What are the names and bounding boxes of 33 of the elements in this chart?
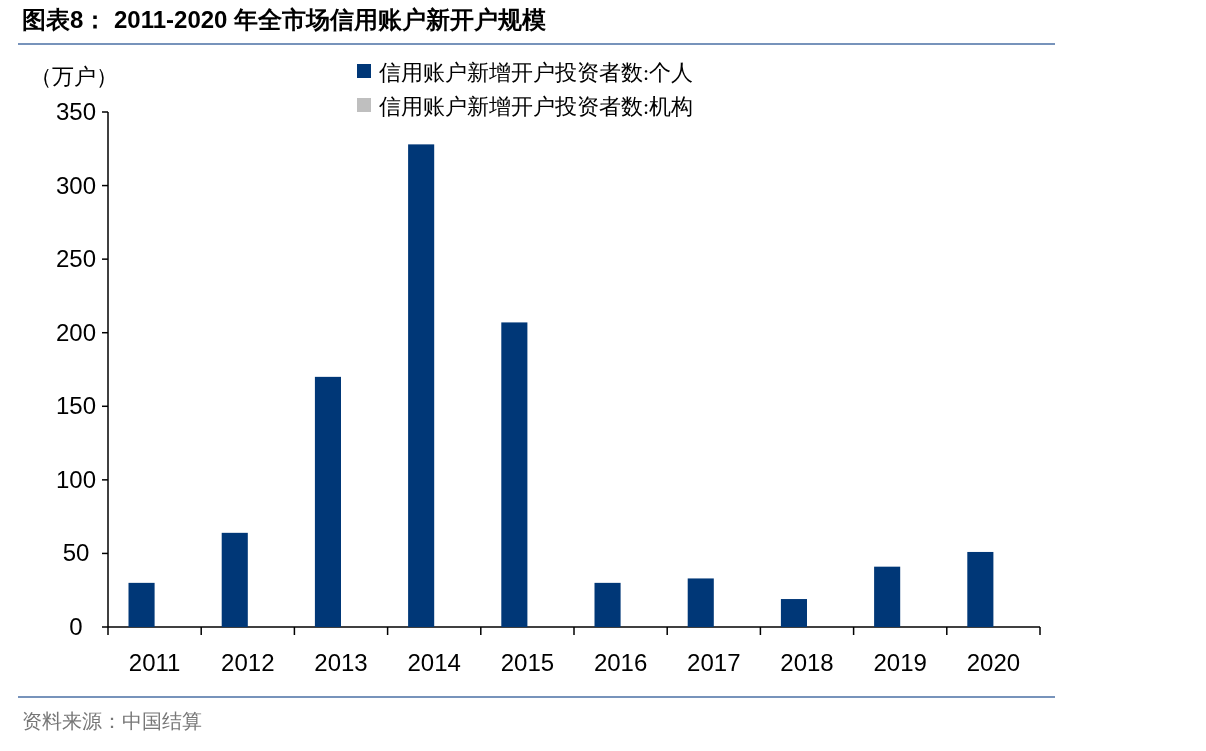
chart-title: 图表8： 2011-2020 年全市场信用账户新开户规模 [22, 6, 547, 33]
legend-label: 信用账户新增开户投资者数:个人 [379, 60, 694, 85]
x-tick-label: 2013 [314, 649, 368, 676]
bar [874, 566, 901, 627]
y-tick-label: 100 [55, 465, 97, 493]
bar [594, 582, 621, 627]
legend-label: 信用账户新增开户投资者数:机构 [379, 94, 694, 119]
y-tick-label: 50 [62, 539, 90, 567]
x-tick-label: 2015 [500, 649, 555, 676]
y-tick-label: 250 [55, 245, 97, 273]
bar [128, 582, 155, 627]
y-tick-label: 300 [55, 171, 97, 199]
bar [780, 599, 807, 627]
x-tick-label: 2016 [593, 649, 648, 676]
x-tick-label: 2012 [221, 649, 275, 676]
bar [314, 376, 341, 627]
bar [687, 578, 714, 627]
x-tick-label: 2014 [407, 649, 461, 676]
y-tick-label: 200 [55, 318, 97, 346]
y-tick-label: 0 [69, 613, 83, 640]
x-tick-label: 2020 [966, 649, 1021, 676]
x-tick-label: 2019 [873, 649, 927, 676]
y-axis-title: （万户） [30, 64, 118, 89]
bar [408, 144, 435, 627]
bar [501, 322, 528, 627]
y-tick-label: 150 [55, 392, 97, 420]
x-tick-label: 2018 [780, 649, 834, 676]
bar [221, 532, 248, 627]
y-tick-label: 350 [55, 98, 97, 125]
text: 资料来源：中国结算 [22, 710, 202, 732]
x-tick-label: 2011 [128, 649, 181, 676]
x-tick-label: 2017 [687, 649, 741, 676]
bar [967, 551, 994, 627]
